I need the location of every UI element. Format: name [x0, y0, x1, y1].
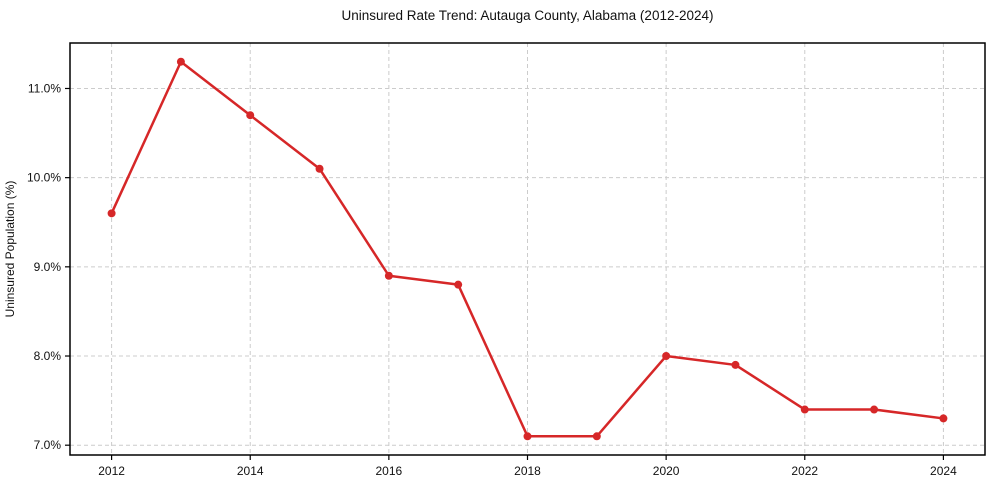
data-point-2020	[662, 352, 671, 361]
data-point-2012	[107, 209, 116, 218]
data-point-2016	[384, 271, 393, 280]
x-tick-label: 2022	[791, 464, 818, 478]
x-tick-label: 2024	[930, 464, 957, 478]
x-tick-label: 2014	[237, 464, 264, 478]
data-point-2024	[939, 414, 948, 423]
x-tick-label: 2018	[514, 464, 541, 478]
data-point-2023	[870, 405, 879, 414]
chart-title: Uninsured Rate Trend: Autauga County, Al…	[342, 8, 714, 23]
y-tick-label: 10.0%	[27, 171, 61, 185]
y-tick-label: 7.0%	[34, 438, 62, 452]
data-point-2014	[246, 111, 255, 120]
y-tick-label: 8.0%	[34, 349, 62, 363]
data-point-2018	[523, 432, 532, 441]
x-tick-label: 2020	[653, 464, 680, 478]
data-point-2013	[176, 57, 185, 66]
x-tick-label: 2016	[376, 464, 403, 478]
x-tick-label: 2012	[98, 464, 125, 478]
data-point-2019	[592, 432, 601, 441]
data-point-2022	[800, 405, 809, 414]
y-tick-label: 9.0%	[34, 260, 62, 274]
data-point-2015	[315, 164, 324, 173]
data-point-2021	[731, 360, 740, 369]
y-tick-label: 11.0%	[28, 81, 61, 95]
data-point-2017	[454, 280, 463, 289]
y-axis-label: Uninsured Population (%)	[3, 181, 17, 318]
